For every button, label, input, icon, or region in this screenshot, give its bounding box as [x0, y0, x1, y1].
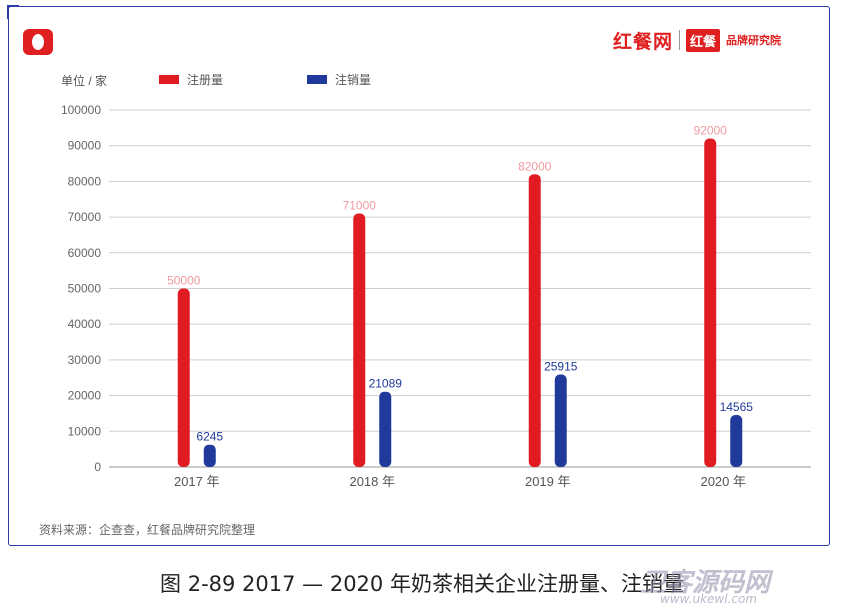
y-tick-label: 0 [94, 460, 101, 474]
figure-caption: 图 2-89 2017 — 2020 年奶茶相关企业注册量、注销量 [160, 572, 684, 596]
y-tick-label: 60000 [68, 246, 102, 260]
x-tick-label: 2018 年 [349, 474, 395, 489]
bar-registrations [353, 213, 366, 467]
brand-logo: 红餐网 红餐 品牌研究院 [613, 27, 781, 53]
y-tick-label: 80000 [68, 174, 102, 188]
bar-cancellations [203, 444, 216, 467]
bar-cancellations [730, 415, 743, 467]
x-tick-label: 2020 年 [700, 474, 746, 489]
data-label-registrations: 92000 [694, 124, 728, 138]
data-label-registrations: 71000 [343, 199, 377, 213]
legend-item-registrations: 注册量 [159, 71, 223, 88]
legend-label-registrations: 注册量 [187, 73, 224, 87]
bar-chart: 0 10000 20000 30000 40000 50000 60000 70000 8000… [61, 103, 811, 489]
y-tick-label: 100000 [61, 103, 101, 117]
legend-label-cancellations: 注销量 [335, 73, 372, 87]
data-label-cancellations: 6245 [196, 430, 223, 444]
bar-cancellations [379, 391, 392, 467]
legend-item-cancellations: 注销量 [307, 71, 371, 88]
bar-registrations [177, 288, 190, 467]
watermark: 卫客源码网 [640, 568, 771, 598]
bar-cancellations [554, 374, 567, 467]
data-label-cancellations: 21089 [369, 377, 403, 391]
x-tick-label: 2017 年 [174, 474, 220, 489]
brand-logo-badge: 红餐 [686, 28, 721, 52]
unit-label: 单位 / 家 [61, 74, 108, 88]
source-note: 资料来源：企查查，红餐品牌研究院整理 [39, 523, 256, 537]
legend-swatch-cancellations [307, 75, 327, 84]
y-tick-label: 90000 [68, 139, 102, 153]
bar-registrations [704, 138, 717, 467]
data-label-cancellations: 25915 [544, 359, 578, 373]
y-tick-label: 70000 [68, 210, 102, 224]
data-label-registrations: 82000 [518, 159, 552, 173]
data-label-registrations: 50000 [167, 274, 201, 288]
data-label-cancellations: 14565 [720, 400, 754, 414]
y-tick-label: 20000 [68, 389, 102, 403]
logo-separator [679, 30, 681, 50]
y-tick-label: 40000 [68, 317, 102, 331]
chart-frame: 红餐网 红餐 品牌研究院 单位 / 家 注册量 注销量 0 10000 20000 3… [8, 6, 830, 546]
watermark-url: www.ukewl.com [660, 592, 758, 606]
x-tick-label: 2019 年 [525, 474, 571, 489]
brand-logo-text: 红餐网 [613, 30, 674, 53]
bar-registrations [528, 174, 541, 467]
brand-logo-icon [23, 29, 53, 55]
legend-swatch-registrations [159, 75, 179, 84]
brand-logo-small: 品牌研究院 [726, 35, 782, 47]
y-tick-label: 30000 [68, 353, 102, 367]
y-tick-label: 10000 [68, 424, 102, 438]
y-tick-label: 50000 [68, 282, 102, 296]
